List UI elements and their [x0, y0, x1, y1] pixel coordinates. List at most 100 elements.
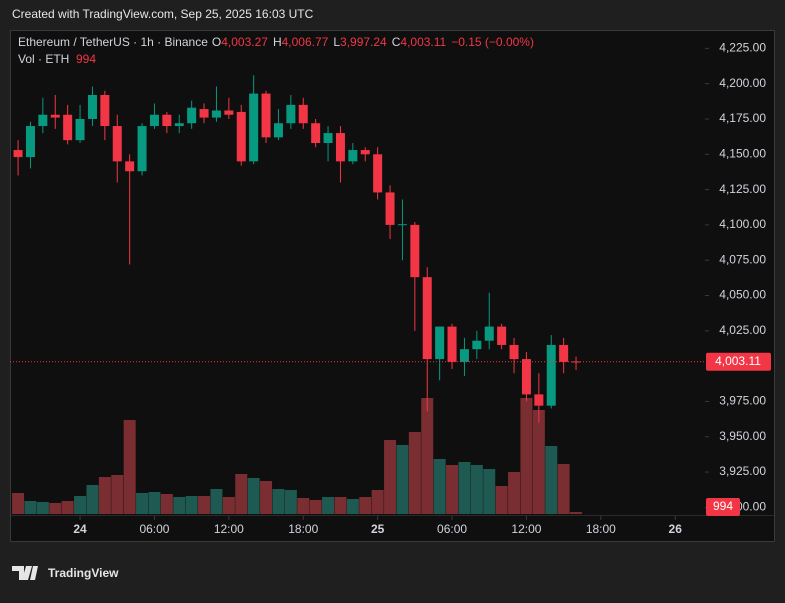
candle-body [273, 123, 283, 138]
volume-bar [210, 489, 223, 514]
volume-bar [483, 469, 496, 514]
volume-bar [334, 497, 347, 514]
y-tick-label: 4,150.00 [719, 146, 766, 160]
candle-body [249, 93, 259, 162]
volume-bar [284, 490, 297, 514]
candle-body [497, 326, 507, 345]
y-tick-label: 4,225.00 [719, 41, 766, 55]
volume-title: Vol · ETH [18, 52, 69, 66]
candle-body [559, 344, 569, 362]
brand-name: TradingView [48, 566, 119, 580]
legend-title: Ethereum / TetherUS · 1h · Binance [18, 35, 208, 49]
price-label: 4,003.11 [715, 354, 761, 368]
y-tick-label: 3,975.00 [719, 394, 766, 408]
x-tick-label: 06:00 [437, 522, 467, 536]
y-tick-label: 3,925.00 [719, 464, 766, 478]
x-tick-label: 18:00 [586, 522, 616, 536]
volume-bar [508, 472, 521, 514]
volume-bar [185, 496, 198, 514]
candle-body [100, 94, 110, 127]
y-tick-label: 3,950.00 [719, 429, 766, 443]
candle-body [38, 114, 48, 127]
volume-bar [458, 462, 471, 514]
volume-bar [12, 493, 25, 514]
volume-bar [136, 493, 149, 514]
legend-value: 4,003.11 [400, 35, 446, 49]
volume-bar [148, 492, 161, 514]
candle-body [199, 109, 209, 118]
legend-key: L [333, 35, 340, 49]
candle-body [236, 111, 246, 162]
volume-bar [260, 481, 273, 514]
candle-body [335, 133, 345, 162]
volume-bar [49, 503, 62, 514]
volume-bar [36, 502, 49, 514]
y-tick-label: 4,075.00 [719, 252, 766, 266]
volume-bar [123, 420, 136, 514]
volume-bar [359, 497, 372, 514]
y-tick-label: 4,100.00 [719, 217, 766, 231]
volume-bar [111, 475, 124, 514]
candle-body [187, 107, 197, 124]
candle-body [149, 114, 159, 127]
legend-value: 3,997.24 [340, 35, 387, 49]
candle-body [484, 326, 494, 341]
volume-bar [160, 494, 173, 514]
candle-body [286, 104, 296, 124]
volume-bar [309, 500, 322, 514]
y-tick-label: 4,125.00 [719, 182, 766, 196]
volume-bar [557, 464, 570, 514]
legend-change: −0.15 (−0.00%) [451, 35, 534, 49]
volume-bar [322, 497, 335, 514]
candle-body [298, 104, 308, 124]
x-tick-label: 18:00 [288, 522, 318, 536]
volume-bar [24, 501, 37, 514]
volume-bar [198, 496, 211, 514]
candle-body [447, 326, 457, 362]
candle-body [174, 123, 184, 127]
candle-body [521, 359, 531, 395]
legend-key: C [392, 35, 401, 49]
candle-body [410, 224, 420, 278]
candle-body [397, 224, 407, 226]
volume-bar [98, 477, 111, 514]
volume-bar [532, 410, 545, 514]
legend-value: 4,006.77 [282, 35, 329, 49]
candle-body [125, 161, 135, 172]
volume-bar [346, 499, 359, 514]
brand-icon [12, 566, 38, 580]
legend-value: 4,003.27 [221, 35, 268, 49]
legend-key: O [212, 35, 221, 49]
volume-bar [446, 465, 459, 514]
x-tick-label: 25 [371, 522, 385, 536]
candle-body [137, 126, 147, 172]
y-tick-label: 4,175.00 [719, 111, 766, 125]
volume-bar [421, 398, 434, 514]
volume-bar [371, 490, 384, 514]
volume-bar [470, 465, 483, 514]
candle-body [50, 114, 60, 118]
volume-bar [61, 501, 74, 514]
candle-body [87, 94, 97, 119]
candle-body [534, 394, 544, 406]
legend-key: H [273, 35, 282, 49]
volume-bar [297, 498, 310, 514]
x-tick-label: 06:00 [139, 522, 169, 536]
price-label-box [706, 352, 771, 371]
volume-label-box [706, 498, 740, 517]
created-note: Created with TradingView.com, Sep 25, 20… [12, 7, 314, 21]
candle-body [224, 110, 234, 115]
candle-body [348, 150, 358, 162]
candle-body [546, 344, 556, 406]
volume-bar [396, 445, 409, 514]
candle-body [323, 133, 333, 143]
x-tick-label: 12:00 [511, 522, 541, 536]
candle-body [385, 192, 395, 225]
volume-bar [545, 446, 558, 514]
volume-bar [495, 486, 508, 514]
volume-bar [74, 496, 87, 514]
candle-body [422, 277, 432, 360]
candle-body [509, 344, 519, 360]
